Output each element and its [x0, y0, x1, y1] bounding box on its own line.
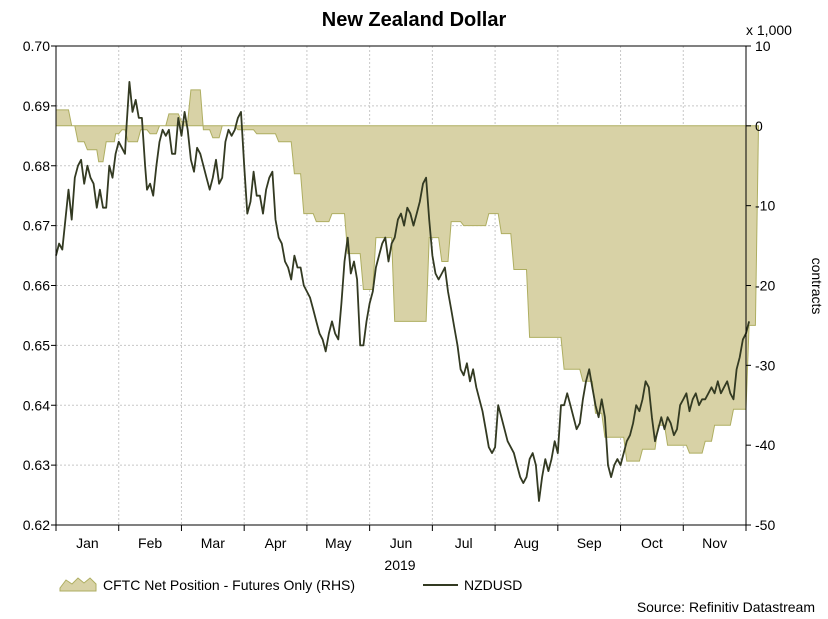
- legend-area-swatch: [59, 577, 97, 592]
- x-tick-label: Apr: [265, 535, 287, 551]
- x-tick-label: Jan: [76, 535, 99, 551]
- x-tick-label: Jul: [455, 535, 473, 551]
- y-left-tick-label: 0.68: [23, 158, 50, 174]
- x-axis-year-label: 2019: [384, 557, 415, 573]
- legend: CFTC Net Position - Futures Only (RHS) N…: [59, 577, 522, 593]
- chart-title: New Zealand Dollar: [322, 9, 507, 31]
- x-tick-label: Feb: [138, 535, 162, 551]
- y-right-tick-label: 0: [755, 118, 763, 134]
- y-right-tick-label: -30: [755, 357, 775, 373]
- legend-item-nzdusd: NZDUSD: [464, 577, 522, 593]
- nzdusd-line: [55, 81, 750, 502]
- y-left-tick-label: 0.65: [23, 337, 50, 353]
- x-tick-label: Jun: [390, 535, 413, 551]
- y-right-tick-label: -40: [755, 437, 775, 453]
- x-tick-label: Oct: [641, 535, 663, 551]
- y-left-tick-label: 0.66: [23, 278, 50, 294]
- y-left-tick-label: 0.64: [23, 397, 50, 413]
- y-left-tick-label: 0.69: [23, 98, 50, 114]
- y-left-tick-label: 0.62: [23, 517, 50, 533]
- y-left-tick-label: 0.70: [23, 38, 50, 54]
- nzdusd-line-series: [55, 81, 750, 502]
- y-right-tick-label: -10: [755, 198, 775, 214]
- y-right-tick-label: -50: [755, 517, 775, 533]
- y-right-axis-label: contracts: [809, 258, 825, 315]
- x-axis-ticks: Jan Feb Mar Apr May Jun Jul Aug Sep Oct Nov: [55, 525, 747, 551]
- y-right-axis-ticks: -50 -40 -30 -20 -10 0 10: [746, 38, 775, 533]
- x-tick-label: Mar: [201, 535, 225, 551]
- source-note: Source: Refinitiv Datastream: [637, 599, 815, 615]
- y-left-tick-label: 0.67: [23, 218, 50, 234]
- y-right-tick-label: -20: [755, 278, 775, 294]
- x-tick-label: Nov: [702, 535, 727, 551]
- y-left-tick-label: 0.63: [23, 457, 50, 473]
- cftc-area-series: [55, 89, 760, 462]
- y-right-tick-label: 10: [755, 38, 771, 54]
- x-tick-label: Sep: [577, 535, 602, 551]
- x-tick-label: May: [325, 535, 351, 551]
- cftc-area: [55, 89, 760, 462]
- legend-item-cftc: CFTC Net Position - Futures Only (RHS): [103, 577, 355, 593]
- y-left-axis-ticks: 0.62 0.63 0.64 0.65 0.66 0.67 0.68 0.69 0.70: [23, 38, 56, 533]
- x-tick-label: Aug: [514, 535, 539, 551]
- y-right-multiplier: x 1,000: [746, 22, 792, 38]
